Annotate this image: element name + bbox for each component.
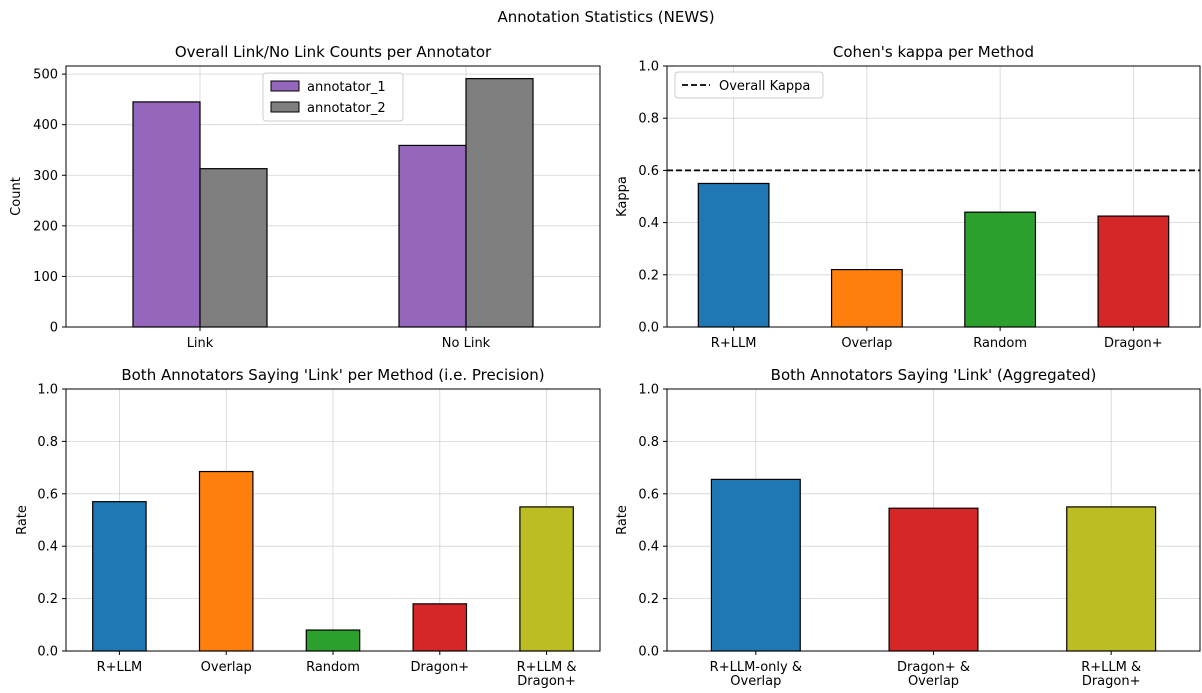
y-tick-label: 0.6 [638, 164, 659, 179]
x-tick-label: Dragon+ & Overlap [897, 660, 970, 689]
y-tick-label: 200 [33, 219, 58, 234]
bar-3 [1066, 506, 1157, 652]
x-tick-label: No Link [442, 336, 491, 351]
y-tick-label: 0.0 [638, 321, 659, 336]
legend-label: Overall Kappa [719, 79, 810, 94]
y-tick-label: 0.0 [638, 645, 659, 660]
y-tick-label: 0.8 [638, 112, 659, 127]
x-tick-label: Link [187, 336, 214, 351]
bar-1 [710, 478, 801, 652]
chart-title: Cohen's kappa per Method [833, 43, 1034, 61]
bar-annotator_1-no-link [398, 144, 467, 328]
x-tick-label: Random [973, 336, 1027, 351]
bar-3 [305, 629, 361, 652]
legend-label: annotator_1 [307, 80, 386, 95]
bar-2 [888, 507, 979, 652]
y-axis-label: Rate [15, 505, 30, 535]
bar-2 [830, 268, 903, 328]
legend-box [674, 71, 824, 99]
y-tick-label: 0.8 [37, 435, 58, 450]
x-tick-label: Overlap [201, 660, 252, 675]
bar-annotator_2-link [199, 168, 268, 328]
chart-panel-2: 0.0 0.2 0.4 0.6 0.8 1.0 R+LLM Overlap Random Drag… [615, 43, 1201, 351]
x-tick-label: R+LLM [711, 336, 757, 351]
y-axis-label: Rate [615, 505, 630, 535]
x-tick-label: Random [306, 660, 360, 675]
bar-4 [1097, 215, 1170, 328]
bar-3 [964, 211, 1037, 328]
bar-1 [92, 501, 147, 652]
y-tick-label: 0.6 [37, 487, 58, 502]
y-tick-label: 400 [33, 118, 58, 133]
y-axis-label: Count [9, 177, 24, 216]
chart-panel-4: 0.0 0.2 0.4 0.6 0.8 1.0 R+LLM-only & Overlap Dra… [615, 366, 1201, 689]
chart-title: Both Annotators Saying 'Link' per Method… [121, 366, 544, 384]
y-tick-label: 0.6 [638, 487, 659, 502]
x-tick-label: Overlap [841, 336, 892, 351]
legend-swatch-annotator_2 [270, 101, 300, 113]
y-tick-label: 0.2 [638, 592, 659, 607]
y-tick-label: 0.2 [37, 592, 58, 607]
chart-title: Both Annotators Saying 'Link' (Aggregate… [771, 366, 1097, 384]
x-tick-label: Dragon+ [410, 660, 469, 675]
y-tick-label: 500 [33, 68, 58, 83]
x-tick-label: R+LLM [97, 660, 143, 675]
plot-frame [666, 65, 1201, 328]
figure-title: Annotation Statistics (NEWS) [497, 8, 714, 26]
y-tick-label: 0.2 [638, 268, 659, 283]
chart-panel-1: 0 100 200 300 400 500 Link No Link Overall Link/… [9, 43, 601, 351]
y-tick-label: 0.0 [37, 645, 58, 660]
bar-2 [198, 470, 254, 652]
y-tick-label: 0 [50, 321, 58, 336]
y-tick-label: 1.0 [638, 60, 659, 75]
y-tick-label: 0.4 [638, 216, 659, 231]
bar-1 [697, 182, 770, 328]
x-tick-label: R+LLM & Dragon+ [1081, 660, 1141, 689]
y-tick-label: 100 [33, 270, 58, 285]
legend-swatch-annotator_1 [270, 80, 300, 92]
y-tick-label: 1.0 [37, 383, 58, 398]
y-tick-label: 0.4 [37, 540, 58, 555]
bar-5 [519, 506, 574, 652]
x-tick-label: Dragon+ [1104, 336, 1163, 351]
y-tick-label: 300 [33, 169, 58, 184]
y-tick-label: 0.4 [638, 540, 659, 555]
y-tick-label: 1.0 [638, 383, 659, 398]
x-tick-label: R+LLM-only & Overlap [710, 660, 802, 689]
bar-annotator_1-link [132, 101, 201, 328]
bar-annotator_2-no-link [465, 78, 534, 328]
y-axis-label: Kappa [615, 176, 630, 217]
chart-title: Overall Link/No Link Counts per Annotato… [175, 43, 492, 61]
legend-label: annotator_2 [307, 101, 386, 116]
bar-4 [412, 603, 468, 652]
x-tick-label: R+LLM & Dragon+ [517, 660, 577, 689]
y-tick-label: 0.8 [638, 435, 659, 450]
chart-panel-3: 0.0 0.2 0.4 0.6 0.8 1.0 R+LLM Overlap Random Drag… [15, 366, 601, 689]
plot-frame [65, 65, 601, 328]
